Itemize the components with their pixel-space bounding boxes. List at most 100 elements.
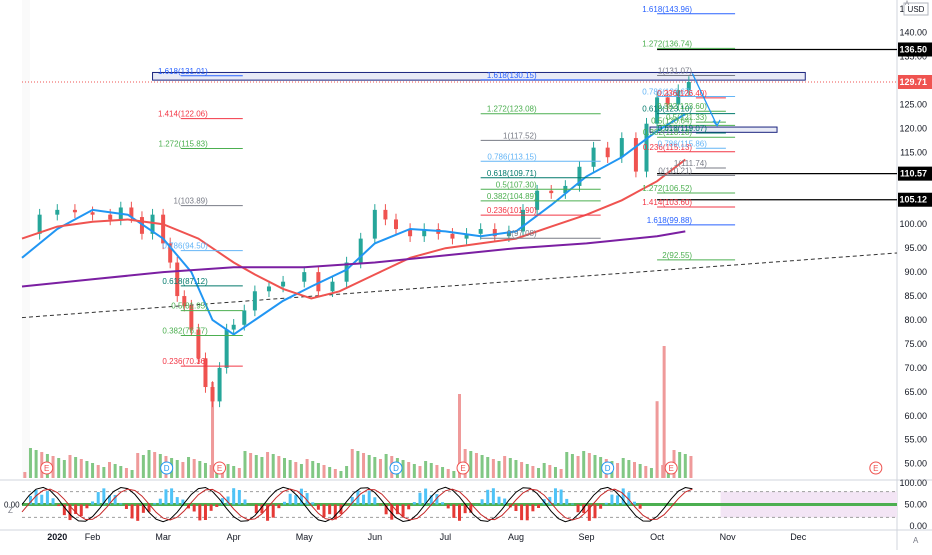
time-tick-label: Oct — [650, 532, 665, 542]
volume-bar — [334, 469, 337, 478]
volume-bar — [255, 455, 258, 478]
osc-histogram-bar — [153, 503, 156, 504]
candle-body[interactable] — [606, 148, 610, 158]
volume-bar — [339, 471, 342, 478]
candle-body[interactable] — [232, 325, 236, 330]
candle-body[interactable] — [620, 138, 624, 157]
candle-body[interactable] — [394, 219, 398, 229]
price-tick-label: 95.00 — [904, 243, 927, 253]
osc-histogram-bar — [368, 491, 371, 505]
candle-body[interactable] — [330, 282, 334, 292]
candle-body[interactable] — [373, 210, 377, 239]
osc-histogram-bar — [210, 505, 213, 511]
osc-histogram-bar — [407, 505, 410, 510]
osc-histogram-bar — [125, 505, 128, 509]
osc-histogram-bar — [136, 505, 139, 521]
candle-body[interactable] — [55, 210, 59, 215]
candle-body[interactable] — [479, 229, 483, 234]
candle-body[interactable] — [91, 212, 95, 214]
fib-left-label: 1(103.89) — [174, 197, 209, 206]
volume-bar — [407, 462, 410, 478]
osc-histogram-bar — [413, 502, 416, 504]
volume-bar — [238, 468, 241, 478]
candle-body[interactable] — [450, 234, 454, 239]
volume-bar — [509, 458, 512, 478]
candle-body[interactable] — [108, 215, 112, 220]
fib-inner-label: 0.786(115.86) — [658, 139, 708, 148]
fib-inner-label: 0.618(119.07) — [658, 124, 708, 133]
osc-histogram-bar — [131, 505, 134, 519]
resistance-zone[interactable] — [153, 72, 806, 80]
event-marker-label: E — [217, 464, 222, 473]
osc-histogram-bar — [91, 501, 94, 504]
price-tick-label: 80.00 — [904, 315, 927, 325]
osc-histogram-bar — [498, 497, 501, 505]
candle-body[interactable] — [549, 191, 553, 193]
time-tick-label: Jun — [368, 532, 383, 542]
osc-histogram-bar — [418, 493, 421, 505]
volume-bar — [543, 463, 546, 478]
osc-histogram-bar — [289, 494, 292, 505]
candle-body[interactable] — [281, 282, 285, 287]
volume-bar — [260, 457, 263, 478]
price-tag-label: 105.12 — [899, 195, 927, 205]
volume-bar — [503, 456, 506, 478]
volume-spike-bar — [663, 346, 666, 478]
candle-body[interactable] — [73, 210, 77, 212]
fib-right-label: 1.618(99.88) — [647, 216, 693, 225]
volume-bar — [644, 466, 647, 478]
event-marker-label: D — [605, 464, 611, 473]
event-marker-label: E — [44, 464, 49, 473]
volume-bar — [153, 452, 156, 478]
volume-bar — [633, 462, 636, 478]
osc-histogram-bar — [447, 505, 450, 509]
osc-histogram-bar — [605, 503, 608, 505]
candle-body[interactable] — [302, 272, 306, 282]
candle-body[interactable] — [592, 148, 596, 167]
fib-left-label: 0.382(76.77) — [162, 326, 208, 335]
osc-histogram-bar — [441, 502, 444, 504]
auto-scale-toggle[interactable]: A — [913, 536, 919, 545]
time-tick-label: Aug — [508, 532, 524, 542]
candle-body[interactable] — [267, 286, 271, 291]
osc-tick-label: 50.00 — [904, 500, 927, 510]
volume-bar — [469, 451, 472, 478]
fib-middle-label: 0.786(113.15) — [487, 152, 537, 161]
candle-body[interactable] — [242, 310, 246, 324]
candle-body[interactable] — [211, 387, 215, 401]
volume-bar — [582, 451, 585, 478]
time-tick-label: Nov — [720, 532, 737, 542]
candle-body[interactable] — [634, 138, 638, 172]
volume-bar — [577, 456, 580, 478]
price-tick-label: 85.00 — [904, 291, 927, 301]
volume-bar — [306, 459, 309, 478]
event-marker-label: D — [393, 464, 399, 473]
left-axis-tag[interactable]: Z — [8, 506, 13, 515]
candle-body[interactable] — [218, 368, 222, 402]
candle-body[interactable] — [38, 215, 42, 234]
volume-bar — [435, 465, 438, 478]
volume-bar — [452, 471, 455, 478]
candle-body[interactable] — [383, 210, 387, 220]
price-tick-label: 65.00 — [904, 387, 927, 397]
volume-bar — [362, 453, 365, 478]
volume-bar — [85, 461, 88, 478]
osc-histogram-bar — [215, 505, 218, 507]
fib-middle-label: 1.272(123.08) — [487, 105, 537, 114]
volume-bar — [328, 467, 331, 478]
volume-bar — [243, 451, 246, 478]
volume-bar — [565, 452, 568, 478]
volume-bar — [622, 458, 625, 478]
volume-bar — [498, 461, 501, 478]
fib-inner-label: 0.382(123.60) — [657, 102, 707, 111]
osc-histogram-bar — [520, 505, 523, 521]
time-tick-label: Sep — [579, 532, 595, 542]
volume-bar — [193, 459, 196, 478]
osc-histogram-bar — [119, 503, 122, 504]
volume-bar — [232, 466, 235, 478]
osc-histogram-bar — [323, 505, 326, 518]
volume-bar — [311, 461, 314, 478]
candle-body[interactable] — [253, 291, 257, 310]
